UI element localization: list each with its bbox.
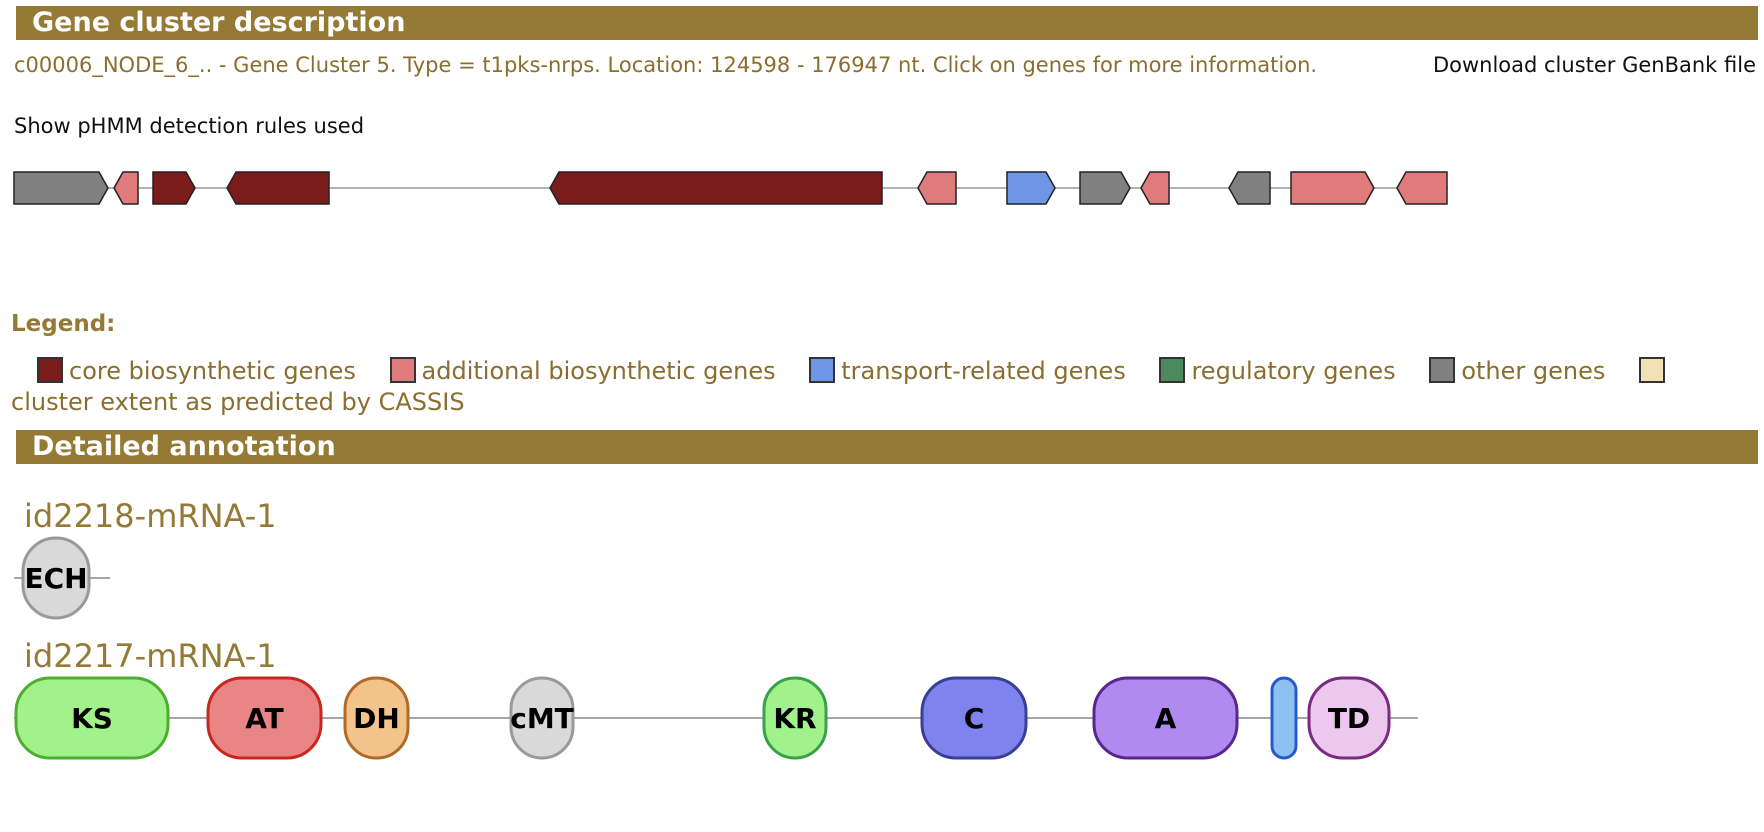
legend-swatch [1159,357,1186,383]
legend-swatch [1429,357,1456,383]
domain-box[interactable] [14,676,170,760]
domain-box[interactable] [1307,676,1391,760]
gene-arrow[interactable] [113,171,139,205]
domain-label: KR [773,702,816,735]
legend-item: additional biosynthetic genes [364,357,776,385]
legend-title: Legend: [11,311,116,337]
domain-box[interactable] [509,676,575,760]
gene-domains-id2218: ECH [14,536,110,620]
domain-box[interactable] [762,676,828,760]
gene-arrow[interactable] [1228,171,1271,205]
domain-box[interactable] [920,676,1028,760]
legend-item: cluster extent as predicted by CASSIS [11,357,1671,416]
legend-item: regulatory genes [1133,357,1396,385]
domain-box[interactable] [1270,676,1298,760]
legend-item: other genes [1403,357,1605,385]
gene-domains-id2217: KS AT DH cMT KR C A TD [14,676,1418,760]
legend-label: additional biosynthetic genes [421,357,776,385]
legend-item: core biosynthetic genes [11,357,356,385]
gene-arrow[interactable] [1140,171,1170,205]
domain-label: DH [353,702,400,735]
domain-box[interactable] [343,676,410,760]
domain-label: A [1155,702,1177,735]
domain-box[interactable] [1092,676,1239,760]
domain-label: KS [71,702,113,735]
legend-swatch [37,357,63,383]
legend-swatch [809,357,836,383]
legend-label: transport-related genes [841,357,1126,385]
domain-label: C [964,702,985,735]
legend-label: other genes [1461,357,1606,385]
show-detection-rules-link[interactable]: Show pHMM detection rules used [14,114,365,138]
legend: core biosynthetic genes additional biosy… [11,356,1751,418]
gene-arrow[interactable] [549,171,883,205]
domain-label: ECH [24,562,87,595]
legend-swatch [389,357,416,383]
domain-label: TD [1328,702,1370,735]
gene-arrow[interactable] [152,171,196,205]
cluster-description-heading: Gene cluster description [16,6,1758,40]
gene-title-id2217[interactable]: id2217-mRNA-1 [24,637,277,675]
cluster-gene-map [13,171,1448,205]
gene-title-id2218[interactable]: id2218-mRNA-1 [24,497,277,535]
legend-item: transport-related genes [783,357,1126,385]
domain-label: cMT [510,702,574,735]
gene-arrow[interactable] [1079,171,1131,205]
cluster-description-text: c00006_NODE_6_.. - Gene Cluster 5. Type … [14,53,1318,77]
domain-label: AT [245,702,284,735]
gene-arrow[interactable] [226,171,330,205]
detailed-annotation-heading: Detailed annotation [16,430,1758,464]
legend-swatch [1639,357,1665,383]
gene-arrow[interactable] [917,171,957,205]
gene-arrow[interactable] [1290,171,1375,205]
gene-arrow[interactable] [1396,171,1448,205]
legend-label: cluster extent as predicted by CASSIS [11,388,465,416]
download-genbank-link[interactable]: Download cluster GenBank file [1432,53,1756,77]
gene-arrow[interactable] [1006,171,1056,205]
legend-label: core biosynthetic genes [69,357,356,385]
domain-box[interactable] [206,676,323,760]
legend-label: regulatory genes [1191,357,1396,385]
domain-box[interactable] [21,536,91,620]
gene-arrow[interactable] [13,171,109,205]
